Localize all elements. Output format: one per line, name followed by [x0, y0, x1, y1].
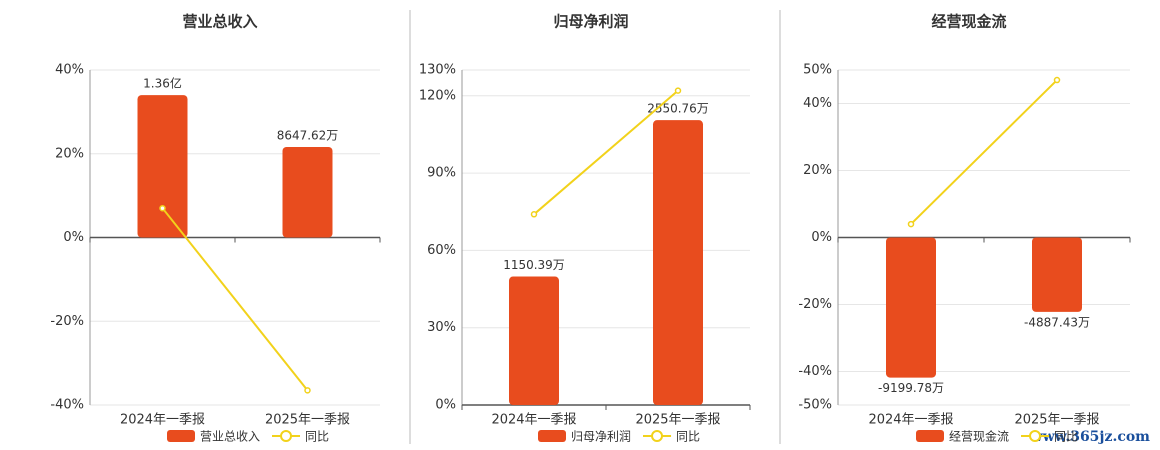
legend-label: 经营现金流: [949, 429, 1009, 444]
value-label: 1.36亿: [143, 76, 182, 91]
y-tick-label: -50%: [798, 398, 832, 413]
line: [533, 89, 679, 216]
line: [910, 79, 1058, 225]
value-label: 1150.39万: [503, 258, 565, 272]
legend-label: 同比: [676, 430, 700, 444]
y-tick-label: 130%: [419, 63, 456, 78]
legend-label: 归母净利润: [571, 430, 631, 444]
line-point: [159, 204, 166, 212]
line-point: [530, 211, 538, 218]
legend-label: 营业总收入: [200, 430, 260, 444]
value-label: -9199.78万: [878, 381, 944, 395]
y-tick-label: 120%: [419, 88, 456, 103]
chart-title: 营业总收入: [182, 13, 257, 31]
line: [161, 207, 309, 391]
y-tick-label: 20%: [55, 146, 84, 161]
legend-swatch: [538, 430, 566, 442]
x-tick-label: 2024年一季报: [868, 413, 953, 428]
legend-label: 同比: [305, 430, 329, 444]
legend-swatch: [280, 430, 293, 442]
y-tick-label: -20%: [798, 297, 832, 312]
y-tick-label: -40%: [798, 364, 832, 379]
bar: [137, 95, 188, 238]
bar: [1032, 237, 1082, 312]
line-point: [304, 387, 311, 394]
y-tick-label: 40%: [55, 63, 84, 78]
y-tick-label: 60%: [427, 243, 456, 258]
x-tick-label: 2025年一季报: [1014, 413, 1099, 428]
line-point: [907, 220, 915, 228]
y-tick-label: -20%: [50, 314, 84, 329]
bar: [282, 146, 333, 238]
y-tick-label: 40%: [803, 96, 832, 111]
y-tick-label: 50%: [803, 63, 832, 78]
value-label: 8647.62万: [277, 128, 339, 142]
bar: [653, 120, 703, 405]
y-tick-label: 30%: [427, 320, 456, 335]
watermark: www.365jz.com: [1030, 429, 1151, 445]
y-tick-label: 0%: [63, 230, 84, 245]
bar: [509, 276, 559, 405]
x-tick-label: 2025年一季报: [635, 413, 720, 428]
legend-swatch: [651, 430, 664, 442]
x-tick-label: 2025年一季报: [265, 413, 350, 428]
x-tick-label: 2024年一季报: [120, 413, 205, 428]
line-point: [1053, 76, 1061, 84]
legend-label: 同比: [1054, 430, 1078, 444]
y-tick-label: 20%: [803, 163, 832, 178]
value-label: -4887.43万: [1024, 315, 1090, 329]
chart-title: 归母净利润: [553, 13, 628, 31]
legend-swatch: [916, 430, 944, 442]
legend-swatch: [1029, 430, 1042, 442]
chart-title: 经营现金流: [931, 13, 1006, 31]
y-tick-label: 90%: [427, 166, 456, 181]
legend-swatch: [167, 430, 195, 442]
x-tick-label: 2024年一季报: [491, 413, 576, 428]
y-tick-label: -40%: [50, 398, 84, 413]
y-tick-label: 0%: [811, 230, 832, 245]
bar: [886, 237, 936, 378]
line-point: [674, 87, 682, 94]
y-tick-label: 0%: [435, 398, 456, 413]
